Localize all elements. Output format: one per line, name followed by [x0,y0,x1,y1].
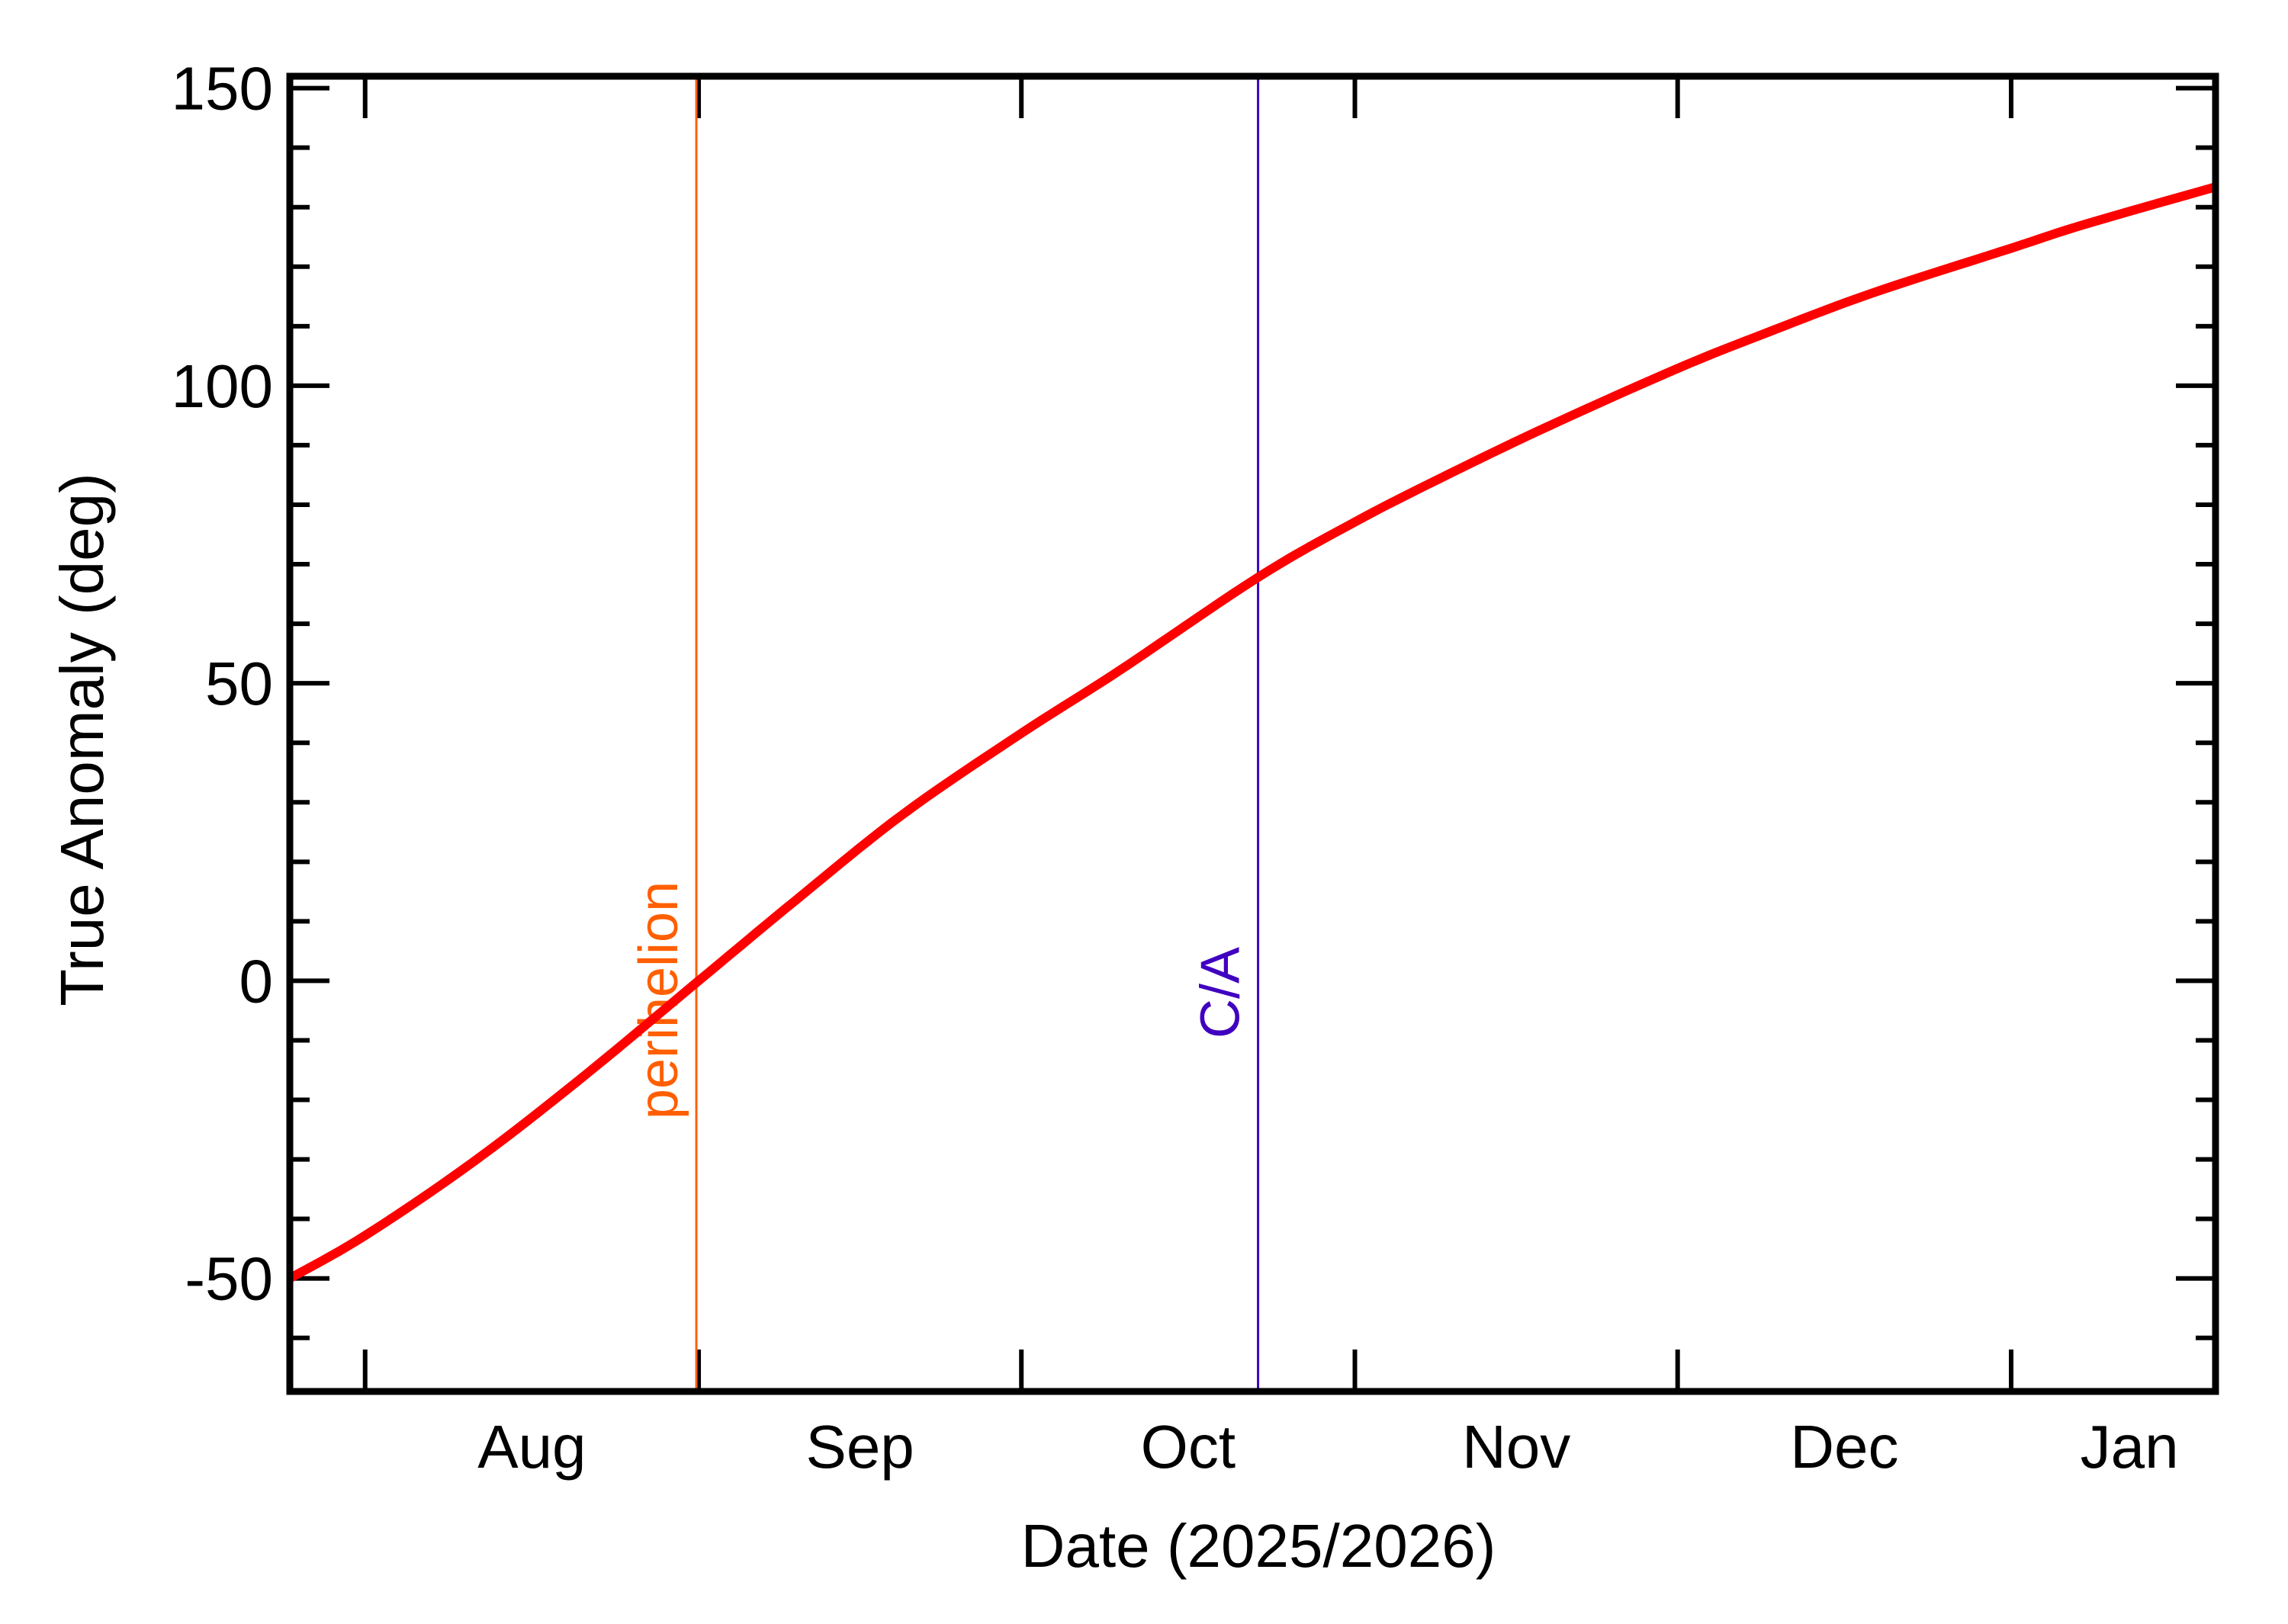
y-tick-label: -50 [185,1245,273,1313]
x-tick-label: Jan [2081,1413,2179,1481]
x-tick-label: Nov [1462,1413,1570,1481]
y-tick-label: 0 [239,947,274,1015]
y-tick-label: 100 [172,352,273,420]
x-tick-label: Dec [1790,1413,1898,1481]
x-tick-label: Aug [477,1413,586,1481]
plot-frame [286,72,2219,1395]
closest-approach-label: C/A [1191,947,1252,1038]
true-anomaly-curve [288,182,2217,1282]
axis-tick-labels: -50 0 50 100 150 Aug Sep Oct Nov Dec Jan [172,55,2179,1481]
x-axis-title: Date (2025/2026) [1021,1512,1496,1580]
y-axis-title: True Anomaly (deg) [48,473,116,1006]
y-tick-label: 50 [205,650,273,717]
x-tick-label: Sep [805,1413,914,1481]
event-markers: perihelion C/A [628,76,1260,1391]
y-tick-label: 150 [172,55,273,123]
x-tick-label: Oct [1141,1413,1236,1481]
